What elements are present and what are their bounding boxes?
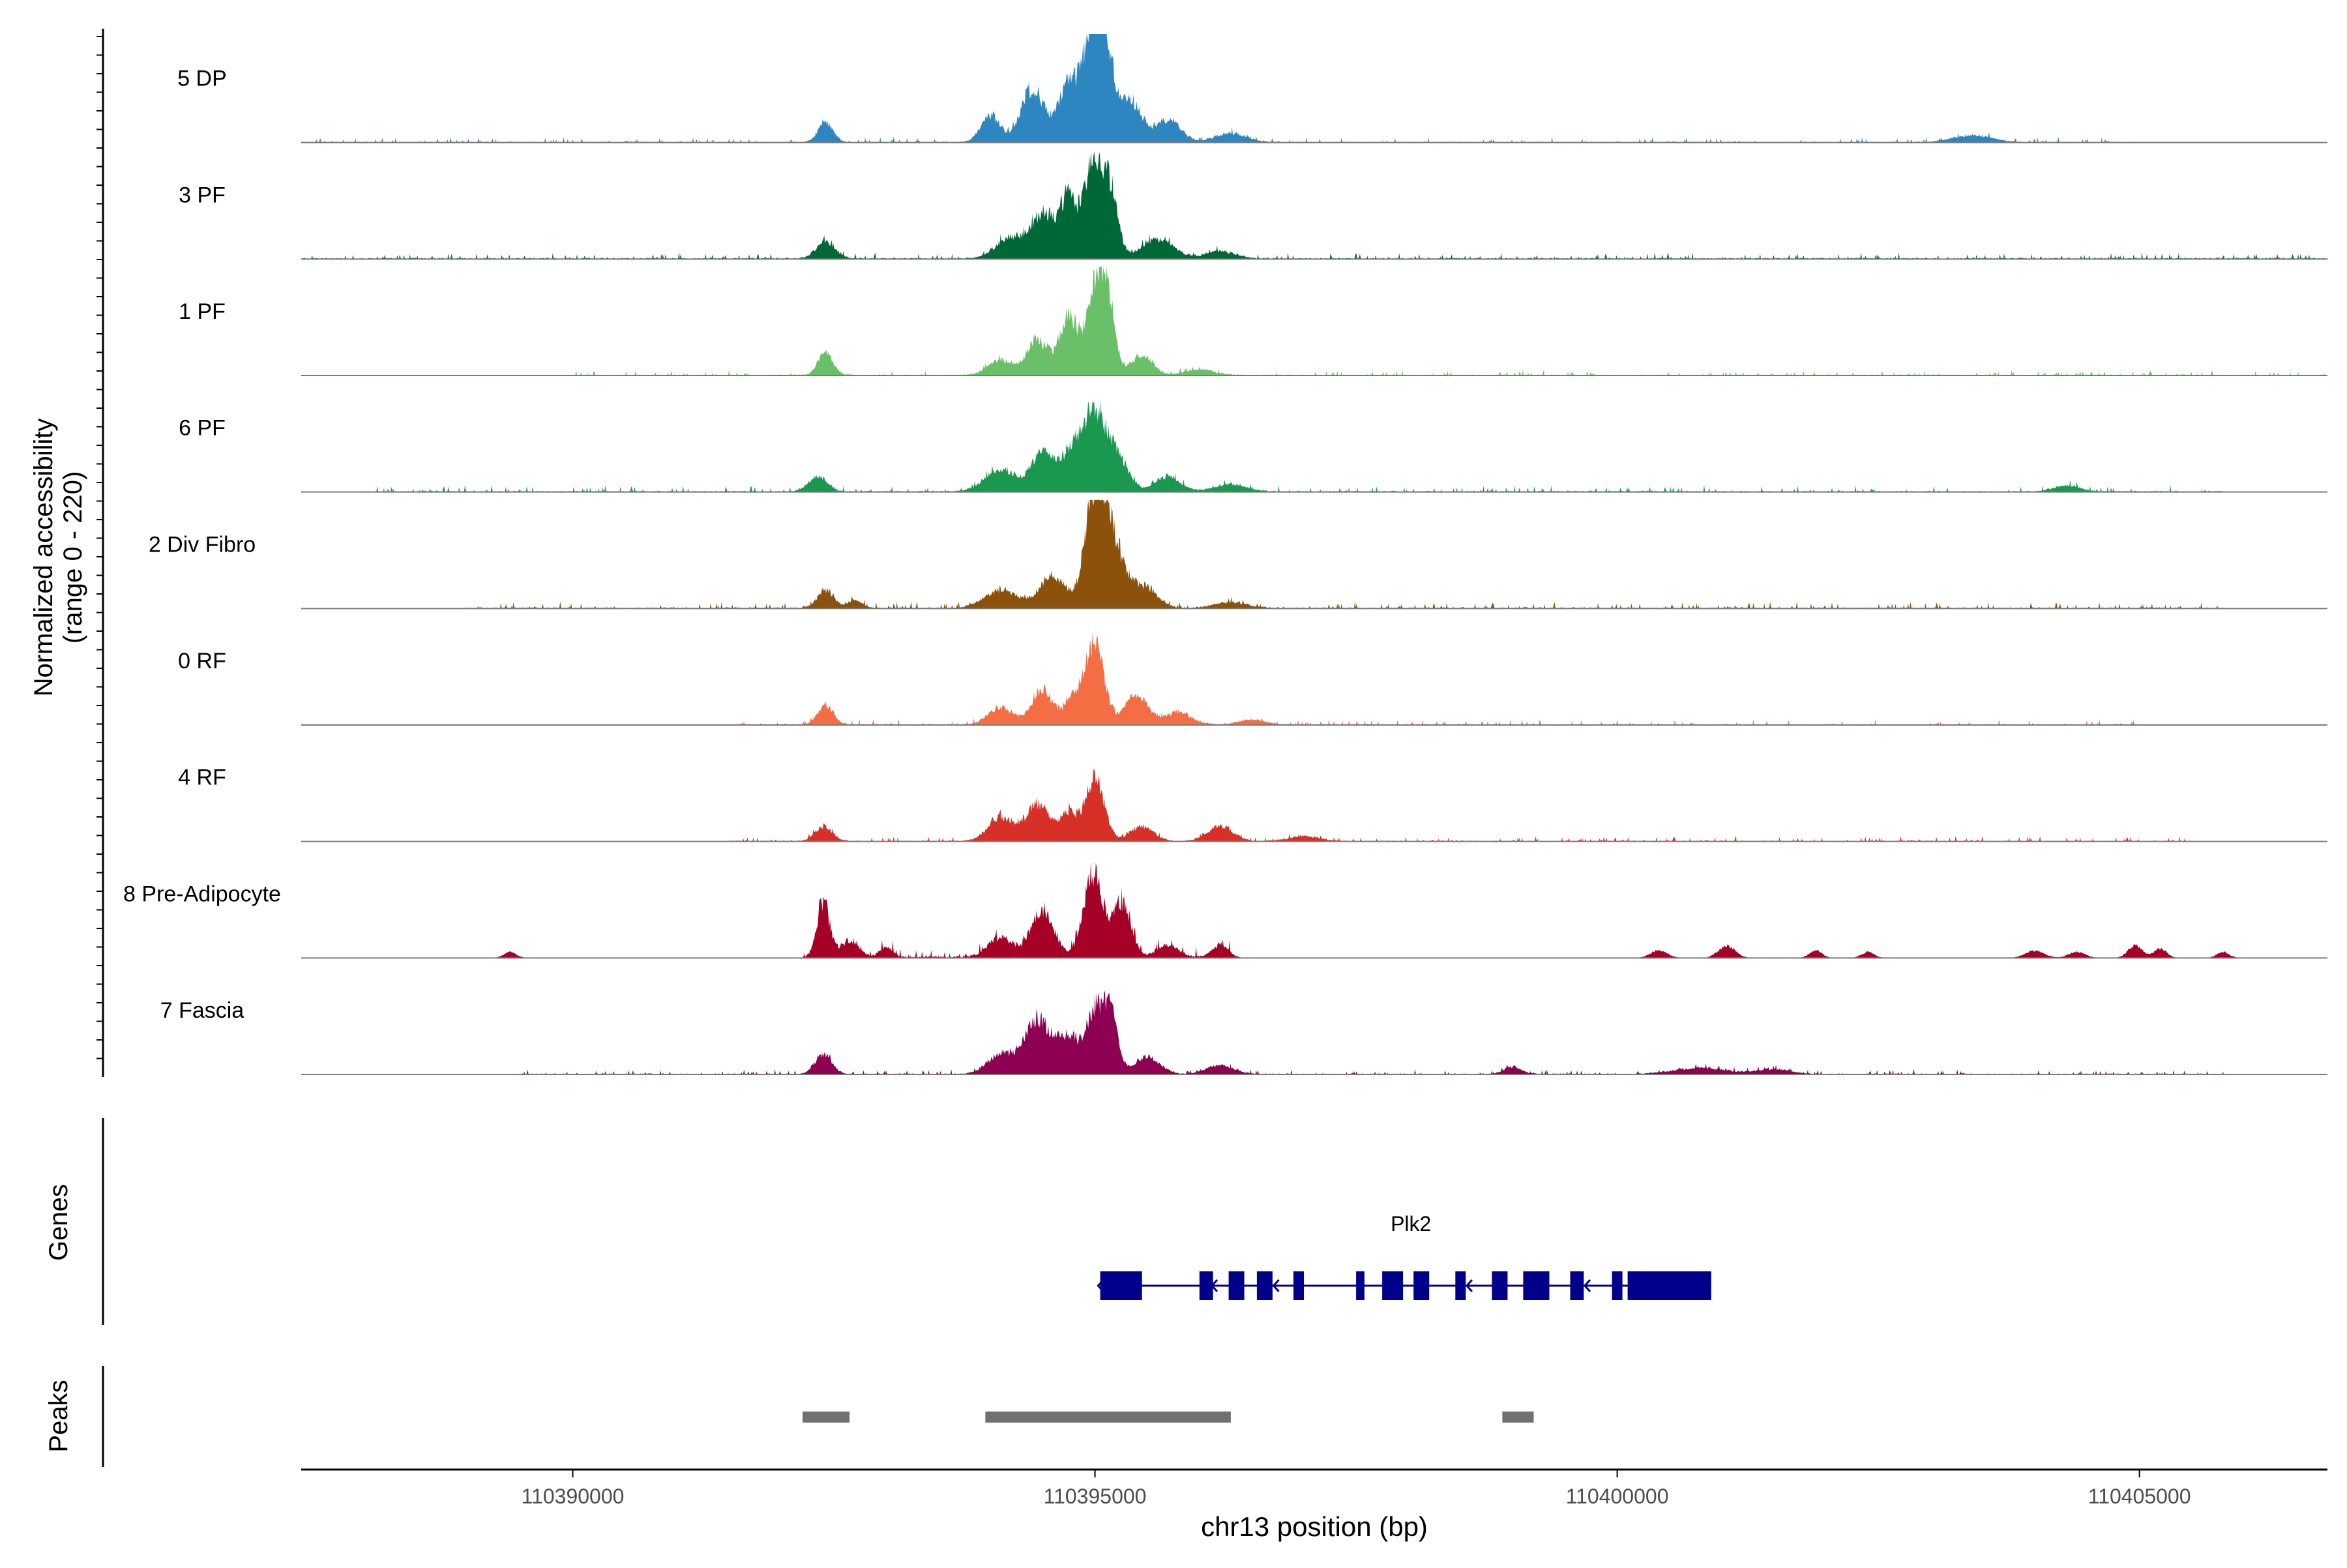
track-area-3-pf xyxy=(301,151,2327,259)
track-label-2-div-fibro: 2 Div Fibro xyxy=(149,532,256,557)
y-axis-title: Normalized accessibility xyxy=(29,419,58,697)
x-axis-ticks: 110390000 110395000 110400000 110405000 xyxy=(522,1470,2191,1508)
track-area-5-dp xyxy=(301,34,2327,143)
gene-exon xyxy=(1413,1271,1430,1300)
track-label-1-pf: 1 PF xyxy=(179,299,226,324)
gene-exon xyxy=(1228,1271,1245,1300)
coverage-tracks xyxy=(301,34,2327,1075)
peak-regions xyxy=(803,1412,1534,1423)
track-label-5-dp: 5 DP xyxy=(177,67,227,91)
track-area-6-pf xyxy=(301,400,2327,492)
gene-exon xyxy=(1612,1271,1623,1300)
peak-region xyxy=(1502,1412,1534,1423)
track-area-0-rf xyxy=(301,633,2327,725)
x-tick-label: 110395000 xyxy=(1044,1485,1147,1508)
gene-exon xyxy=(1199,1271,1213,1300)
gene-strand-arrow xyxy=(1272,1279,1280,1292)
y-axis-ticks xyxy=(96,36,103,1059)
x-tick-label: 110400000 xyxy=(1566,1485,1669,1508)
x-axis-title: chr13 position (bp) xyxy=(1201,1511,1428,1542)
peak-region xyxy=(985,1412,1231,1423)
gene-exon xyxy=(1293,1271,1304,1300)
track-labels: 5 DP 3 PF 1 PF 6 PF 2 Div Fibro 0 RF 4 RF 8 Pre… xyxy=(123,67,281,1023)
gene-exon xyxy=(1492,1271,1508,1300)
gene-strand-arrow xyxy=(1465,1279,1473,1292)
y-axis-range-label: (range 0 - 220) xyxy=(59,471,87,644)
track-area-1-pf xyxy=(301,267,2327,376)
track-label-7-fascia: 7 Fascia xyxy=(160,998,244,1023)
gene-exon xyxy=(1256,1271,1273,1300)
gene-exon xyxy=(1523,1271,1550,1300)
peak-region xyxy=(803,1412,850,1423)
gene-exon xyxy=(1570,1271,1584,1300)
gene-exon xyxy=(1627,1271,1711,1300)
peaks-panel-label: Peaks xyxy=(44,1380,73,1452)
gene-strand-arrow xyxy=(1210,1279,1218,1292)
track-label-6-pf: 6 PF xyxy=(179,416,226,441)
gene-strand-arrow xyxy=(1097,1279,1104,1292)
track-area-4-rf xyxy=(301,768,2327,842)
track-label-0-rf: 0 RF xyxy=(178,649,226,673)
track-area-7-fascia xyxy=(301,990,2327,1074)
gene-exon xyxy=(1100,1271,1142,1300)
x-tick-label: 110405000 xyxy=(2088,1485,2191,1508)
track-area-2-div-fibro xyxy=(301,499,2327,609)
genes-panel-label: Genes xyxy=(44,1184,73,1261)
x-tick-label: 110390000 xyxy=(522,1485,625,1508)
track-area-8-pre-adipocyte xyxy=(301,861,2327,958)
gene-exon xyxy=(1382,1271,1404,1300)
gene-name-label: Plk2 xyxy=(1391,1212,1431,1235)
track-label-4-rf: 4 RF xyxy=(178,765,226,790)
gene-plk2: Plk2 xyxy=(1097,1212,1711,1300)
gene-exon xyxy=(1455,1271,1466,1300)
track-label-8-pre-adipocyte: 8 Pre-Adipocyte xyxy=(123,881,281,906)
gene-strand-arrow xyxy=(1583,1279,1591,1292)
track-label-3-pf: 3 PF xyxy=(179,183,226,207)
gene-exon xyxy=(1356,1271,1365,1300)
